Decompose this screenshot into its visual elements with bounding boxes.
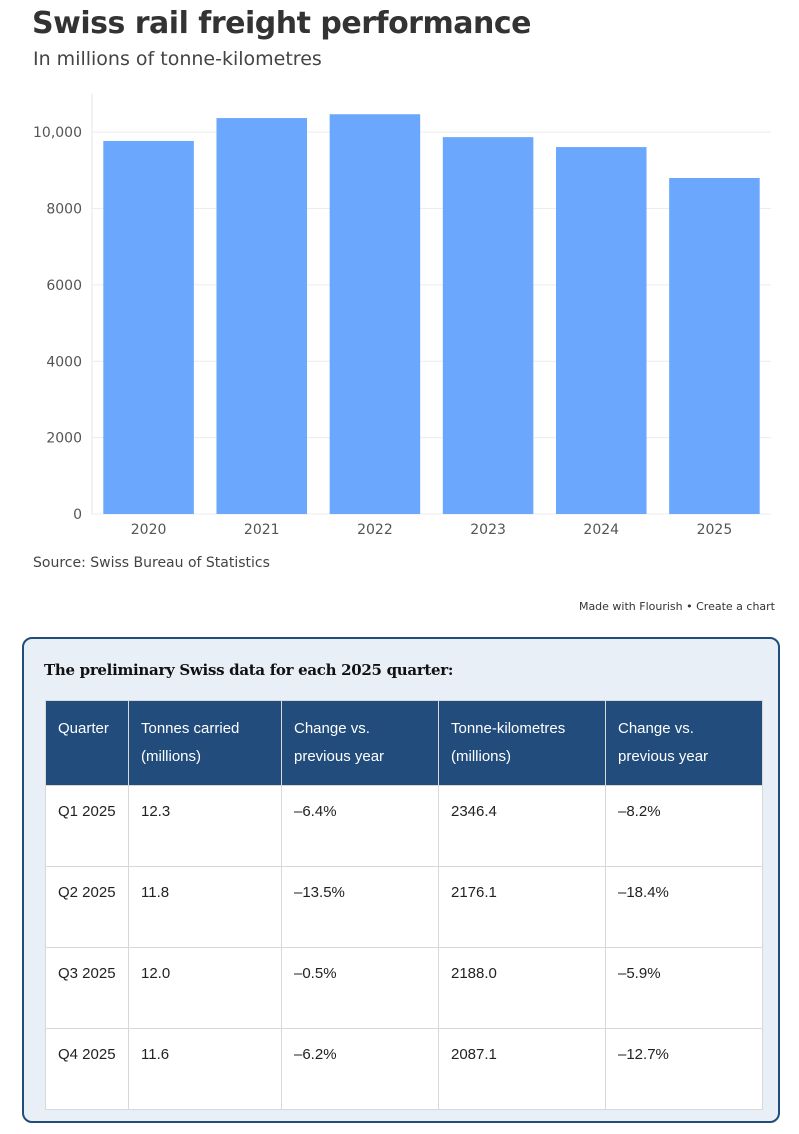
flourish-credit-link[interactable]: Made with Flourish • Create a chart xyxy=(578,600,775,613)
cell-tonnes: 11.8 xyxy=(128,866,282,948)
table-row: Q1 2025 12.3 –6.4% 2346.4 –8.2% xyxy=(45,785,763,867)
cell-tonnes: 11.6 xyxy=(128,1028,282,1110)
x-tick-label: 2024 xyxy=(583,522,619,538)
y-tick-label: 4000 xyxy=(46,354,82,370)
quarterly-table: Quarter Tonnes carried (millions) Change… xyxy=(45,700,763,1110)
table-heading: The preliminary Swiss data for each 2025… xyxy=(44,661,454,679)
y-tick-label: 0 xyxy=(73,507,82,523)
cell-tonne-km-change: –18.4% xyxy=(605,866,763,948)
bar-2021 xyxy=(216,118,308,514)
cell-tonnes-change: –13.5% xyxy=(281,866,439,948)
x-tick-label: 2022 xyxy=(357,522,393,538)
cell-tonnes: 12.0 xyxy=(128,947,282,1029)
y-tick-label: 6000 xyxy=(46,278,82,294)
bar-2020 xyxy=(103,140,194,515)
x-tick-label: 2025 xyxy=(697,522,733,538)
cell-tonne-km-change: –8.2% xyxy=(605,785,763,867)
bar-2024 xyxy=(555,147,647,514)
cell-tonne-km: 2087.1 xyxy=(438,1028,606,1110)
header-tonne-km: Tonne-kilometres (millions) xyxy=(438,700,606,786)
cell-quarter: Q1 2025 xyxy=(45,785,129,867)
table-header-row: Quarter Tonnes carried (millions) Change… xyxy=(45,700,763,786)
cell-tonnes-change: –6.2% xyxy=(281,1028,439,1110)
cell-tonne-km-change: –12.7% xyxy=(605,1028,763,1110)
y-tick-label: 8000 xyxy=(46,202,82,218)
chart-subtitle: In millions of tonne-kilometres xyxy=(33,48,322,70)
bar-2025 xyxy=(669,178,760,514)
cell-tonne-km-change: –5.9% xyxy=(605,947,763,1029)
header-tonnes-change: Change vs. previous year xyxy=(281,700,439,786)
table-row: Q2 2025 11.8 –13.5% 2176.1 –18.4% xyxy=(45,866,763,948)
cell-quarter: Q3 2025 xyxy=(45,947,129,1029)
x-tick-label: 2021 xyxy=(244,522,280,538)
cell-tonne-km: 2346.4 xyxy=(438,785,606,867)
cell-tonnes-change: –6.4% xyxy=(281,785,439,867)
bar-2022 xyxy=(329,114,421,514)
table-row: Q3 2025 12.0 –0.5% 2188.0 –5.9% xyxy=(45,947,763,1029)
cell-quarter: Q4 2025 xyxy=(45,1028,129,1110)
chart-source: Source: Swiss Bureau of Statistics xyxy=(33,555,270,571)
cell-tonnes: 12.3 xyxy=(128,785,282,867)
bar-2023 xyxy=(442,137,534,514)
y-tick-label: 10,000 xyxy=(33,125,82,141)
y-tick-label: 2000 xyxy=(46,431,82,447)
quarterly-data-box: The preliminary Swiss data for each 2025… xyxy=(22,637,780,1123)
header-tonne-km-change: Change vs. previous year xyxy=(605,700,763,786)
chart-title: Swiss rail freight performance xyxy=(32,6,531,41)
cell-quarter: Q2 2025 xyxy=(45,866,129,948)
x-tick-label: 2023 xyxy=(470,522,506,538)
cell-tonne-km: 2188.0 xyxy=(438,947,606,1029)
x-tick-label: 2020 xyxy=(131,522,167,538)
header-tonnes: Tonnes carried (millions) xyxy=(128,700,282,786)
bar-chart: 0 2000 4000 6000 8000 10,000 2020 2021 2022 2023 2… xyxy=(33,94,771,538)
header-quarter: Quarter xyxy=(45,700,129,786)
cell-tonne-km: 2176.1 xyxy=(438,866,606,948)
table-row: Q4 2025 11.6 –6.2% 2087.1 –12.7% xyxy=(45,1028,763,1110)
cell-tonnes-change: –0.5% xyxy=(281,947,439,1029)
